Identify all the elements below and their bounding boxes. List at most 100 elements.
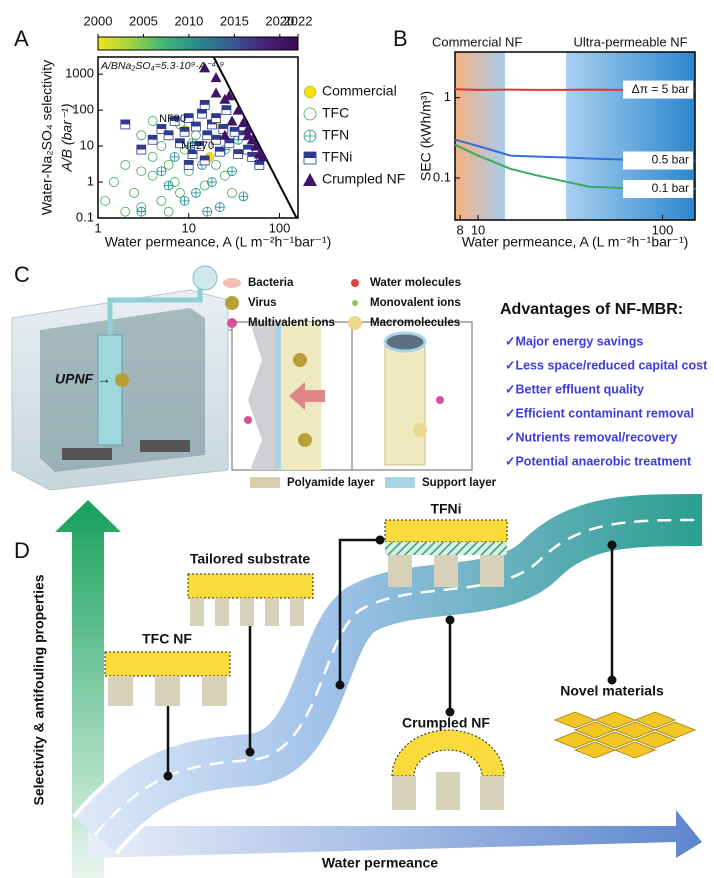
panel-letter: D	[14, 538, 30, 563]
series-label: 0.1 bar	[652, 181, 689, 195]
point	[147, 116, 158, 126]
virus	[115, 373, 129, 387]
fiber	[384, 339, 426, 466]
layer-label: Support layer	[422, 477, 497, 489]
y-axis-label: Selectivity & antifouling properties	[31, 574, 47, 805]
y-axis-label: A/B (bar⁻¹)	[59, 103, 75, 172]
y-axis-label: SEC (kWh/m³)	[418, 91, 434, 181]
point	[169, 177, 180, 187]
point	[211, 159, 221, 170]
series-label-bg	[623, 151, 693, 170]
pore-wall	[202, 676, 227, 706]
pore-wall	[155, 676, 180, 706]
icon	[351, 279, 359, 287]
point	[175, 138, 185, 149]
point	[242, 129, 254, 140]
module-arrow: →	[97, 371, 111, 387]
point	[179, 195, 190, 206]
region	[455, 52, 506, 220]
fiber-lumen	[383, 331, 427, 353]
ion	[244, 416, 252, 424]
advantage-item: ✓Better effluent quality	[505, 382, 644, 396]
legend-marker	[303, 173, 317, 186]
x-axis-label: Water permeance, A (L m⁻²h⁻¹bar⁻¹)	[105, 234, 332, 250]
point-fill	[211, 113, 221, 119]
stage-label: TFNi	[430, 501, 461, 517]
point-fill	[218, 124, 228, 129]
point	[219, 129, 231, 140]
panel-letter: A	[14, 26, 29, 51]
point-fill	[197, 109, 207, 114]
point-fill	[224, 138, 234, 144]
icon	[348, 316, 362, 330]
connectors	[166, 538, 614, 776]
point	[214, 202, 225, 213]
flow-arrow	[289, 382, 325, 410]
roadmap: TFC NF Tailored substrate TFNi Crumpled …	[31, 490, 703, 878]
point	[218, 124, 229, 134]
membrane-module	[97, 334, 123, 446]
virus	[298, 433, 312, 447]
x-tick-label: 10	[182, 220, 196, 235]
y-tick-label: 1	[87, 173, 94, 188]
pore-wall	[108, 676, 133, 706]
pipe	[107, 282, 203, 335]
legend-marker	[303, 107, 317, 121]
series-label-bg	[623, 179, 693, 198]
y-tick-label: 1	[444, 89, 451, 104]
ts-layer	[187, 573, 314, 599]
point	[250, 140, 262, 151]
stage-label: Novel materials	[560, 683, 664, 699]
point	[232, 104, 244, 115]
series-label: Δπ = 5 bar	[632, 82, 689, 96]
advantages: ✓Major energy savings ✓Less space/reduced…	[505, 334, 708, 468]
advantage-item: ✓Major energy savings	[505, 334, 643, 348]
point	[163, 180, 174, 191]
series-label-bg	[623, 80, 693, 99]
y-arrow	[55, 500, 121, 878]
point	[156, 166, 167, 177]
point-fill	[170, 116, 180, 121]
virus	[293, 353, 307, 367]
annotation: NF90	[159, 113, 186, 125]
point	[183, 159, 194, 170]
colorbar	[97, 36, 299, 51]
legend-label: Monovalent ions	[370, 297, 461, 309]
tfc-layer	[104, 651, 231, 677]
point-fill	[175, 138, 185, 144]
point-fill	[215, 147, 225, 152]
colorbar-label: 2022	[284, 13, 313, 28]
layer-swatch	[385, 477, 415, 488]
point-fill	[184, 160, 194, 165]
annotation: NF270	[181, 140, 214, 152]
panel-letter: B	[393, 26, 408, 51]
stage-label: Tailored substrate	[190, 551, 311, 567]
point	[163, 159, 174, 170]
y-tick-label: 0.1	[76, 209, 94, 224]
colorbar-label: 2010	[174, 13, 203, 28]
colorbar-label: 2015	[220, 13, 249, 28]
y-tick-label: 0.1	[433, 169, 451, 184]
point	[136, 130, 147, 141]
point	[169, 116, 180, 126]
series-label: 0.5 bar	[652, 153, 689, 167]
advantages-title: Advantages of NF-MBR:	[500, 301, 683, 318]
point	[194, 141, 204, 151]
legend-label: Multivalent ions	[248, 317, 335, 329]
aerator	[140, 440, 190, 452]
point	[175, 187, 185, 198]
point	[129, 187, 140, 198]
point	[136, 166, 147, 177]
advantage-item: ✓Less space/reduced capital cost	[505, 358, 708, 372]
point-fill	[254, 160, 264, 165]
road-center	[94, 518, 703, 836]
tradeoff-label: A/BNa₂SO₄=5.3·10⁹·A⁻⁴·⁹	[100, 60, 224, 72]
legend-label: Commercial	[322, 83, 397, 99]
x-tick-label: 100	[652, 222, 674, 237]
point-fill	[164, 130, 174, 136]
x-tick-label: 8	[457, 222, 464, 237]
plot-frame	[97, 56, 299, 219]
point-fill	[211, 135, 221, 140]
point	[199, 62, 211, 73]
